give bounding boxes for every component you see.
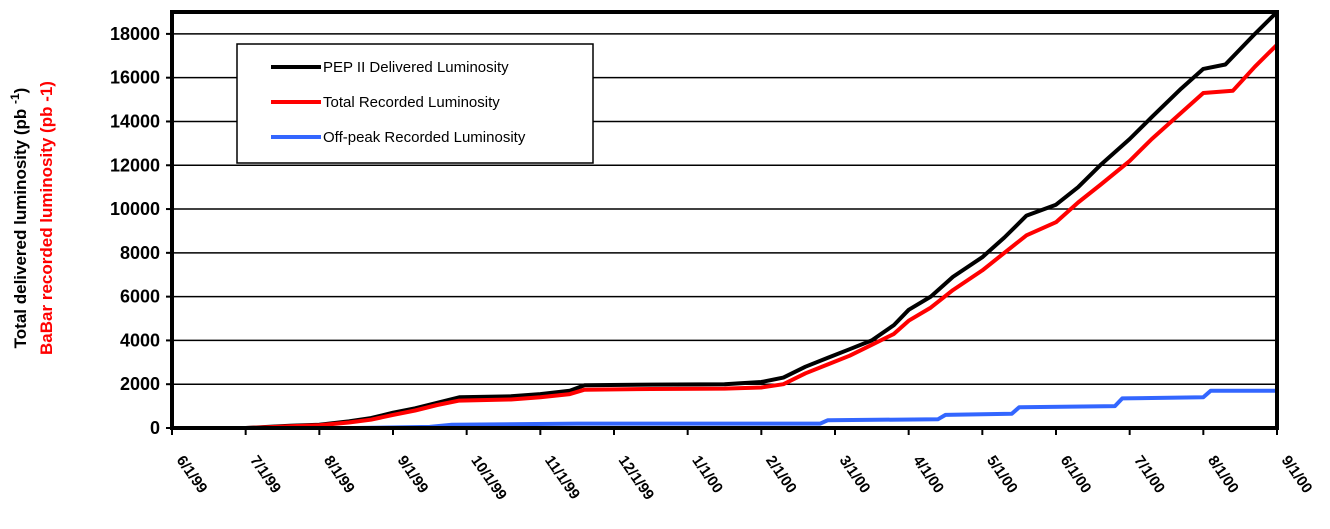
- y-tick-label: 18000: [110, 24, 160, 44]
- x-tick-label: 1/1/00: [688, 453, 726, 497]
- y-tick-label: 6000: [120, 287, 160, 307]
- legend: PEP II Delivered Luminosity Total Recorde…: [236, 43, 594, 164]
- series-layer: [194, 10, 1279, 430]
- x-axis: 6/1/99 7/1/99 8/1/99 9/1/99 10/1/99 11/1/99 12…: [171, 428, 1316, 504]
- y-axis-label: Total delivered luminosity (pb -1) BaBar …: [8, 81, 56, 355]
- x-tick-label: 12/1/99: [615, 453, 658, 504]
- legend-label: Off-peak Recorded Luminosity: [323, 129, 526, 146]
- x-tick-label: 4/1/00: [909, 453, 947, 497]
- x-tick-label: 9/1/00: [1278, 453, 1316, 497]
- x-tick-label: 7/1/00: [1130, 453, 1168, 497]
- y-axis-label-line-2: BaBar recorded luminosity (pb -1): [37, 81, 56, 355]
- legend-label: Total Recorded Luminosity: [323, 94, 500, 111]
- y-tick-label: 14000: [110, 111, 160, 131]
- x-tick-label: 2/1/00: [762, 453, 800, 497]
- y-tick-label: 12000: [110, 155, 160, 175]
- x-tick-label: 8/1/00: [1204, 453, 1242, 497]
- y-tick-label: 2000: [120, 374, 160, 394]
- x-tick-label: 6/1/00: [1057, 453, 1095, 497]
- x-tick-label: 9/1/99: [394, 453, 432, 497]
- grid-lines: [172, 33, 1277, 429]
- x-tick-label: 8/1/99: [320, 453, 358, 497]
- x-tick-label: 7/1/99: [246, 453, 284, 497]
- legend-label: PEP II Delivered Luminosity: [323, 59, 509, 76]
- x-tick-label: 6/1/99: [173, 453, 211, 497]
- y-axis-label-line-1: Total delivered luminosity (pb -1): [8, 88, 30, 349]
- x-tick-label: 3/1/00: [836, 453, 874, 497]
- x-tick-label: 5/1/00: [983, 453, 1021, 497]
- series-line-1: [194, 43, 1279, 430]
- x-tick-label: 11/1/99: [541, 453, 583, 503]
- y-tick-label: 8000: [120, 243, 160, 263]
- series-line-2: [194, 388, 1277, 430]
- plot-frame: [170, 10, 1279, 430]
- y-tick-label: 10000: [110, 199, 160, 219]
- y-tick-label: 4000: [120, 330, 160, 350]
- y-tick-label: 16000: [110, 68, 160, 88]
- x-tick-label: 10/1/99: [467, 453, 510, 504]
- y-axis: 0 2000 4000 6000 8000 10000 12000 14000 16000 180…: [110, 24, 172, 438]
- y-tick-label: 0: [150, 418, 160, 438]
